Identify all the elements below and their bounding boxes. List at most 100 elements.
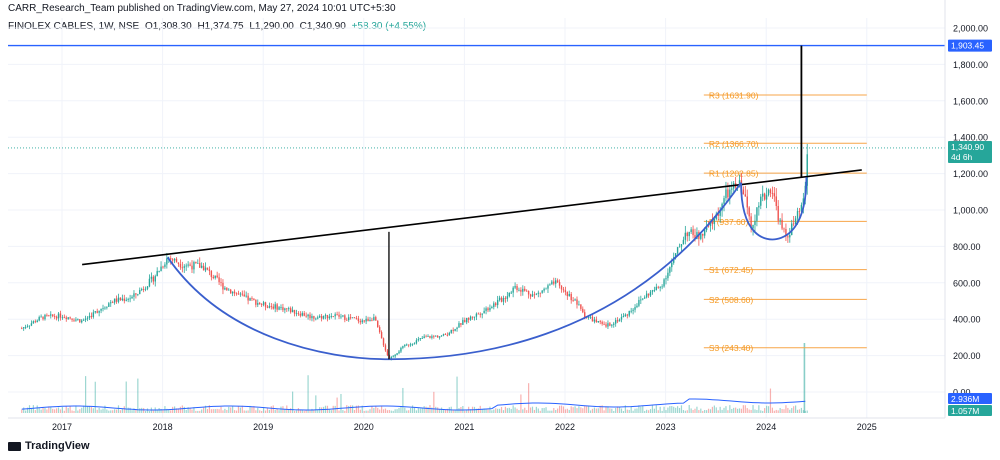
volume-badge-1 [948,393,992,404]
candle-body [771,193,774,194]
volume-bar [390,410,392,413]
candle-body [611,324,613,326]
candle-body [589,316,592,318]
price-tick-label: 1,400.00 [953,133,988,143]
volume-bar [477,408,479,413]
candle-body [657,286,659,288]
candle-body [65,317,67,319]
volume-bar [282,406,284,413]
volume-bar [570,406,572,413]
candle-body [671,262,673,268]
volume-bar [117,405,120,413]
volume-bar [469,409,472,413]
candle-body [489,307,491,311]
candle-body [522,288,524,292]
volume-bar [344,410,346,413]
volume-bar [40,409,42,413]
candle-body [154,276,156,282]
volume-bar [23,407,25,413]
volume-bar [725,406,727,413]
volume-bar [595,408,597,413]
volume-bar [775,409,777,413]
candle-body [202,265,205,271]
candle-body [330,316,332,317]
candle-body [777,206,779,221]
volume-bar [508,407,510,413]
volume-bar [653,408,655,413]
volume-bar [315,395,317,413]
candle-body [59,313,62,318]
volume-bar [371,406,373,413]
candle-body [435,335,437,337]
candle-body [288,308,290,310]
candle-body [498,297,501,300]
candle-body [142,289,145,290]
candle-body [260,304,263,306]
candle-body [52,314,54,317]
volume-bar [251,406,253,413]
volume-bar [34,410,36,413]
volume-bar [177,408,180,413]
candle-body [40,316,42,318]
volume-bar [657,410,659,413]
candle-body [195,262,197,264]
volume-bar [50,406,52,413]
volume-bar [379,409,381,413]
volume-bar [731,408,733,413]
volume-badge-2-text: 1.057M [951,406,979,416]
volume-bar [589,410,592,413]
candle-body [409,344,412,346]
volume-bar [175,408,178,413]
volume-bar [676,406,679,413]
low-value: L1,290.00 [249,21,294,32]
candle-body [349,317,352,319]
volume-bar [396,409,398,413]
volume-bar [230,407,232,413]
volume-bar [800,407,803,413]
pivot-label: R2 (1366.70) [709,139,759,149]
candle-body [404,344,406,347]
symbol-label[interactable]: FINOLEX CABLES, 1W, NSE [8,21,140,32]
volume-bar [688,405,690,413]
candle-body [322,315,325,319]
volume-bar [783,409,785,413]
candle-body [336,314,338,316]
volume-bar [762,410,764,413]
candle-body [305,315,307,317]
volume-bar [557,408,559,413]
candle-body [150,276,153,279]
volume-bar [26,407,29,413]
candle-body [131,296,133,299]
volume-bar [36,405,38,413]
candle-body [411,343,414,345]
candle-body [787,236,789,238]
candle-body [340,316,342,318]
volume-bar [582,408,584,413]
volume-bar [504,406,507,413]
candle-body [495,303,497,306]
volume-bar [777,410,779,413]
tradingview-logo[interactable]: TradingView [8,440,90,452]
volume-bar [607,406,609,413]
candle-body [384,345,387,351]
volume-bar [121,408,123,413]
volume-bar [586,406,588,413]
volume-bar [622,410,625,413]
candle-body [50,314,52,316]
volume-bar [197,410,199,413]
volume-bar [740,408,743,413]
volume-bar [646,409,648,413]
pivot-label: S3 (243.40) [709,343,754,353]
candle-body [512,287,514,293]
candle-body [760,196,762,206]
candle-body [44,314,46,320]
volume-bar [719,406,721,413]
volume-bar [206,409,209,413]
candle-body [141,289,143,290]
volume-bar [698,410,700,413]
candle-body [555,280,557,284]
candle-body [783,228,785,230]
volume-bar [307,375,309,413]
volume-bar [791,408,793,413]
